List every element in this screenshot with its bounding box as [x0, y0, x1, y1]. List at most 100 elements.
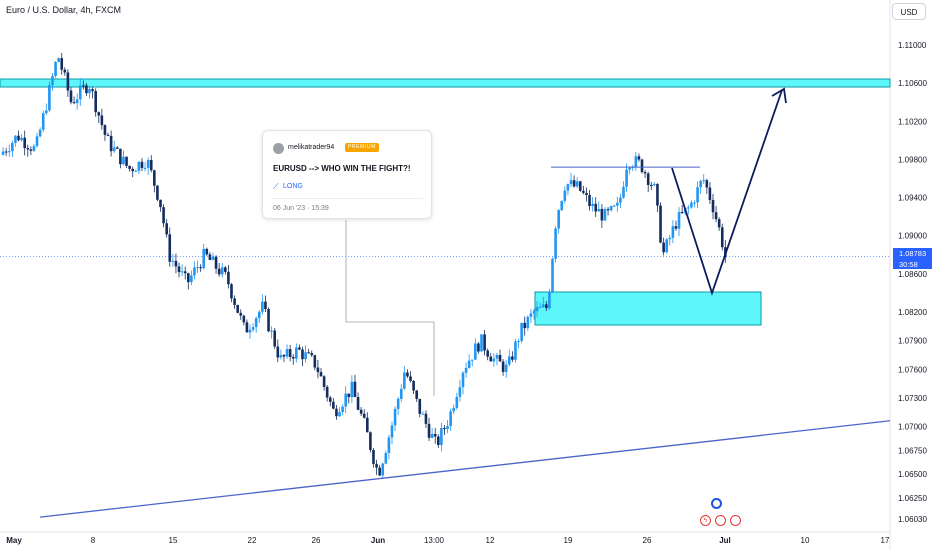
- dividend-event-icon[interactable]: ϟ: [700, 515, 711, 526]
- candle-body: [668, 237, 672, 240]
- flag-event-icon[interactable]: [715, 515, 726, 526]
- candle-body: [625, 169, 628, 187]
- x-tick-label: 12: [486, 536, 495, 545]
- candle-body: [227, 271, 230, 285]
- author-avatar[interactable]: [273, 143, 284, 154]
- candle-body: [390, 425, 394, 438]
- flag-event-icon[interactable]: [730, 515, 741, 526]
- candle-body: [233, 298, 236, 305]
- candle: [7, 144, 11, 157]
- candle-body: [51, 76, 54, 85]
- candle-body: [177, 266, 181, 273]
- candle: [217, 263, 221, 277]
- candle: [168, 227, 172, 267]
- candle-body: [427, 423, 431, 438]
- candle: [403, 365, 406, 390]
- candle-body: [609, 206, 613, 211]
- candle-body: [196, 267, 199, 269]
- candle: [97, 111, 101, 124]
- candle: [149, 155, 153, 173]
- candle-body: [631, 167, 635, 169]
- candle: [313, 354, 317, 371]
- price-axis[interactable]: 1.11000 1.10600 1.10200 1.09800 1.09400 1.090…: [898, 41, 927, 524]
- y-tick-label: 1.07900: [898, 337, 927, 346]
- candle-body: [440, 428, 443, 445]
- candle: [514, 338, 517, 363]
- candle-body: [202, 248, 206, 269]
- candle: [332, 398, 335, 410]
- candle: [640, 158, 644, 174]
- author-name[interactable]: melikatrader94: [288, 144, 335, 151]
- x-tick-label: 13:00: [424, 536, 445, 545]
- candle: [85, 82, 88, 96]
- candle: [507, 349, 511, 367]
- candle-body: [566, 184, 570, 191]
- candle: [131, 166, 135, 178]
- candle-body: [665, 239, 669, 253]
- symbol-title: Euro / U.S. Dollar, 4h, FXCM: [6, 5, 122, 15]
- candle: [205, 247, 209, 256]
- candle: [63, 67, 67, 76]
- candle-body: [217, 268, 221, 275]
- candle-body: [699, 180, 702, 188]
- candle: [298, 344, 301, 351]
- candle: [443, 425, 446, 435]
- candle: [548, 288, 551, 311]
- candle: [680, 204, 684, 214]
- candle-body: [291, 356, 295, 359]
- resistance-zone: [0, 78, 891, 88]
- candle-body: [659, 205, 662, 243]
- candle-body: [341, 406, 344, 413]
- time-axis[interactable]: May 8 15 22 26 Jun 13:00 12 19 26 Jul 10 17: [6, 536, 890, 545]
- candle-body: [424, 413, 428, 424]
- candle-body: [628, 167, 631, 170]
- candle: [606, 206, 610, 216]
- y-tick-label: 1.09800: [898, 155, 927, 164]
- long-arrow-icon: ⟋: [273, 182, 279, 191]
- candle: [82, 80, 85, 90]
- candle-body: [477, 343, 480, 352]
- candle: [72, 96, 76, 105]
- candle-body: [1, 151, 5, 155]
- candle-body: [325, 386, 329, 398]
- candle-body: [66, 72, 70, 91]
- y-tick-label: 1.07300: [898, 394, 927, 403]
- candle-body: [193, 267, 196, 276]
- candle: [711, 194, 715, 220]
- candle: [202, 243, 206, 270]
- candle-body: [467, 360, 471, 368]
- economic-event-icon[interactable]: [711, 498, 722, 509]
- candle: [535, 300, 539, 317]
- candle-body: [693, 202, 696, 204]
- candle: [619, 193, 622, 208]
- candle-body: [551, 258, 554, 292]
- candle-body: [446, 426, 449, 429]
- candle-body: [393, 408, 397, 426]
- candle: [578, 180, 582, 192]
- candle: [35, 132, 39, 148]
- currency-button[interactable]: USD: [892, 3, 926, 20]
- drawing-lines[interactable]: [0, 87, 891, 518]
- candle: [227, 265, 230, 289]
- candle: [656, 183, 659, 212]
- candle-body: [285, 349, 289, 357]
- x-tick-label: 17: [881, 536, 890, 545]
- candle: [171, 253, 175, 267]
- idea-title[interactable]: EURUSD --> WHO WIN THE FIGHT?!: [273, 164, 411, 173]
- candle-body: [646, 173, 650, 185]
- candlestick-series: [1, 52, 727, 478]
- candle-body: [375, 463, 378, 468]
- candle-body: [399, 388, 403, 399]
- drawing-zones[interactable]: [0, 78, 891, 326]
- candle: [720, 223, 724, 251]
- candle: [254, 316, 258, 333]
- idea-card[interactable]: melikatrader94 PREMIUM EURUSD --> WHO WI…: [262, 130, 432, 219]
- candle-body: [421, 413, 425, 415]
- candle-body: [554, 228, 557, 259]
- candle-body: [495, 355, 499, 359]
- candle-body: [328, 397, 332, 402]
- candle-body: [85, 85, 88, 94]
- candle-body: [643, 172, 647, 174]
- candle-body: [616, 202, 619, 206]
